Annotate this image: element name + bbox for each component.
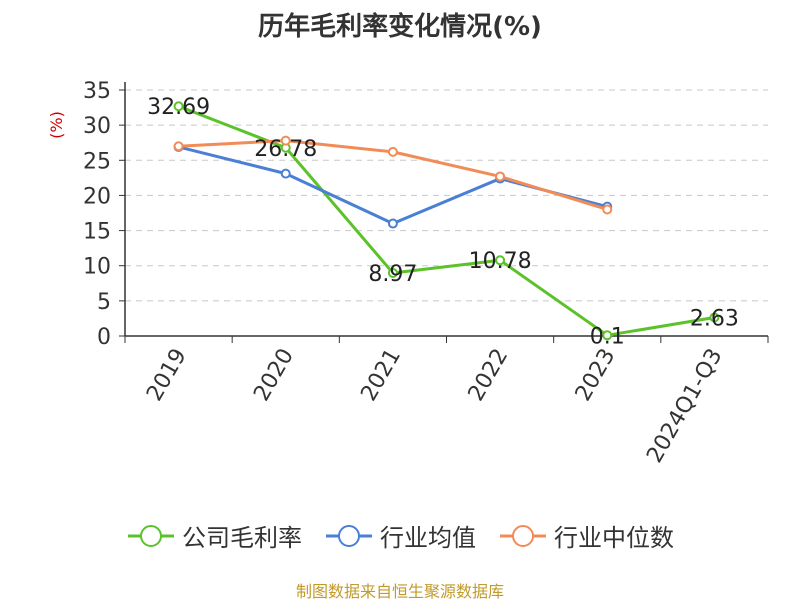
data-label: 2.63 (690, 307, 739, 332)
data-point (387, 267, 398, 278)
data-label: 0.1 (590, 324, 625, 349)
data-point (387, 218, 398, 229)
data-point (173, 141, 184, 152)
legend: 公司毛利率 行业均值 行业中位数 (0, 518, 800, 553)
x-tick-label: 2022 (464, 345, 514, 406)
y-tick-label: 5 (97, 290, 111, 315)
data-point (602, 204, 613, 215)
legend-label: 公司毛利率 (182, 524, 302, 552)
legend-swatch (128, 524, 174, 547)
y-tick-label: 10 (83, 255, 111, 280)
x-tick-label: 2020 (249, 345, 299, 406)
y-tick-label: 35 (83, 79, 111, 104)
x-tick-label: 2024Q1-Q3 (642, 345, 727, 468)
series-line (178, 145, 608, 226)
y-tick-label: 25 (83, 149, 111, 174)
data-label: 10.78 (469, 249, 532, 274)
data-point (280, 135, 291, 146)
y-tick-label: 15 (83, 220, 111, 245)
x-tick-label: 2019 (142, 345, 192, 406)
data-label: 8.97 (368, 262, 417, 287)
x-tick-label: 2023 (571, 345, 621, 406)
y-tick-label: 20 (83, 184, 111, 209)
chart-title: 历年毛利率变化情况(%) (258, 12, 542, 42)
legend-item[interactable]: 公司毛利率 (126, 518, 302, 553)
x-tick-label: 2021 (356, 345, 406, 406)
data-point (173, 101, 184, 112)
data-label: 26.78 (254, 137, 317, 162)
legend-swatch (326, 524, 372, 547)
data-label: 32.69 (147, 95, 210, 120)
y-tick-label: 0 (97, 325, 111, 350)
data-point (495, 171, 506, 182)
data-point (709, 312, 720, 323)
legend-swatch (500, 524, 546, 547)
y-axis-label: (%) (47, 111, 66, 139)
y-tick-label: 30 (83, 114, 111, 139)
legend-label: 行业中位数 (554, 524, 674, 552)
legend-item[interactable]: 行业中位数 (498, 518, 674, 553)
legend-label: 行业均值 (380, 524, 476, 552)
data-point (495, 255, 506, 266)
data-point (387, 146, 398, 157)
source-note: 制图数据来自恒生聚源数据库 (295, 582, 504, 601)
data-point (602, 330, 613, 341)
data-point (280, 168, 291, 179)
legend-item[interactable]: 行业均值 (324, 518, 476, 553)
